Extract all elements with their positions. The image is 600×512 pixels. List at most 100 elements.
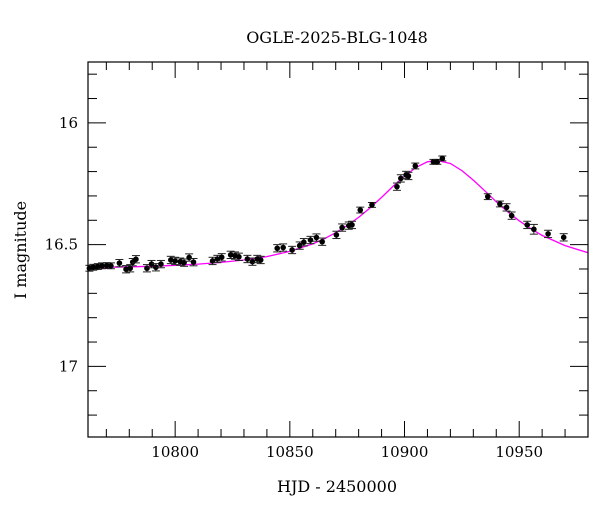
y-tick-label: 16 (59, 114, 78, 132)
data-point-marker (296, 242, 303, 249)
x-tick-label: 10900 (381, 443, 429, 461)
x-tick-label: 10950 (495, 443, 543, 461)
data-point-marker (531, 226, 537, 233)
data-point (544, 229, 553, 239)
data-point (248, 257, 257, 266)
data-point (171, 256, 180, 266)
data-point (312, 233, 321, 242)
data-point-marker (236, 254, 242, 260)
data-point-marker (172, 258, 178, 264)
data-point (166, 255, 175, 265)
data-point-marker (95, 263, 101, 270)
data-point (106, 262, 115, 270)
x-axis-label: HJD - 2450000 (277, 477, 397, 496)
data-point (156, 259, 165, 269)
data-point-marker (430, 159, 437, 165)
data-point (559, 233, 568, 242)
data-point-marker (301, 239, 307, 245)
data-point (392, 182, 401, 191)
data-point-marker (133, 256, 139, 263)
data-point-marker (508, 212, 515, 219)
data-point (234, 252, 243, 261)
data-point-marker (90, 264, 97, 271)
data-point-marker (274, 245, 281, 252)
data-point-marker (398, 175, 404, 182)
data-point-marker (127, 265, 134, 272)
data-point-marker (214, 256, 221, 262)
x-tick-labels: 10800 10850 10900 10950 (151, 443, 543, 461)
data-point (279, 243, 288, 252)
data-point-marker (153, 264, 159, 271)
data-point (502, 203, 511, 212)
data-point-marker (280, 244, 286, 251)
data-point-marker (158, 261, 164, 267)
data-point (438, 155, 447, 162)
data-point (347, 220, 356, 230)
data-point (256, 255, 265, 265)
data-point-marker (339, 224, 345, 231)
data-point-marker (108, 263, 114, 269)
y-tick-label: 16.5 (45, 236, 78, 254)
data-point (338, 223, 347, 232)
data-point-marker (369, 202, 375, 208)
data-points-layer (85, 155, 568, 274)
data-point (115, 258, 124, 268)
data-point (295, 241, 304, 250)
data-point-marker (167, 257, 174, 263)
data-point (306, 235, 315, 245)
data-point-marker (116, 260, 123, 266)
data-point-marker (319, 238, 325, 245)
data-point-marker (405, 173, 412, 179)
data-point (142, 264, 151, 273)
data-point-marker (545, 231, 551, 237)
data-point-marker (104, 262, 110, 269)
data-point (507, 211, 516, 220)
data-point-marker (144, 265, 150, 272)
data-point-marker (148, 261, 155, 267)
data-point-marker (218, 254, 225, 261)
data-point-marker (257, 257, 264, 263)
y-tick-labels: 16 16.5 17 (45, 114, 78, 376)
data-point-marker (560, 234, 567, 241)
data-point (189, 258, 198, 267)
x-tick-label: 10800 (151, 443, 199, 461)
data-point-marker (244, 256, 251, 262)
data-point-marker (357, 207, 364, 213)
data-point-marker (439, 155, 446, 162)
data-point (213, 254, 222, 264)
data-point-marker (186, 254, 192, 261)
data-point-marker (307, 237, 314, 243)
data-point (411, 162, 420, 170)
data-point-marker (434, 159, 441, 165)
data-point-marker (227, 252, 234, 258)
model-curve (88, 159, 588, 269)
data-point (299, 238, 308, 247)
data-point (483, 193, 492, 201)
data-point-marker (349, 222, 355, 228)
data-point (318, 237, 327, 246)
data-point (131, 255, 140, 264)
data-point (356, 206, 365, 214)
data-point (89, 263, 98, 271)
data-point-marker (313, 234, 320, 241)
data-point (332, 230, 341, 240)
data-point (404, 171, 413, 181)
data-point-marker (497, 201, 503, 207)
data-point-marker (484, 193, 491, 200)
data-point (529, 223, 538, 235)
axis-ticks (88, 62, 589, 437)
data-point-marker (412, 163, 419, 169)
chart-title: OGLE-2025-BLG-1048 (246, 28, 428, 47)
data-point-marker (249, 258, 256, 265)
data-point-marker (190, 259, 197, 265)
data-point (288, 245, 297, 255)
data-point (217, 253, 226, 262)
data-point-marker (503, 204, 510, 211)
data-point (273, 244, 282, 253)
data-point-marker (289, 247, 295, 253)
data-point (523, 220, 532, 230)
data-point (495, 200, 504, 208)
x-tick-label: 10850 (266, 443, 314, 461)
y-tick-label: 17 (59, 357, 78, 375)
